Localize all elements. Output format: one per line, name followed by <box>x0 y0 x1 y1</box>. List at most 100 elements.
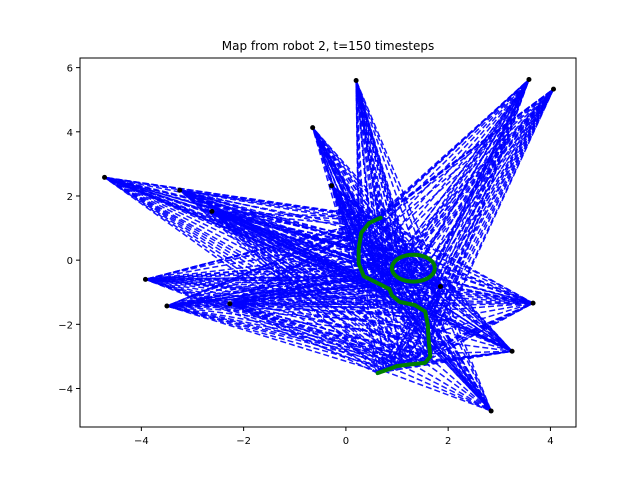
landmark-point <box>551 86 557 92</box>
landmark-line <box>400 364 492 412</box>
landmark-line <box>330 185 360 262</box>
landmark-lines <box>104 78 555 412</box>
landmark-line <box>425 88 555 319</box>
trajectory-path <box>356 215 433 376</box>
landmark-line <box>434 269 513 352</box>
landmark-line <box>166 217 381 307</box>
y-tick-label: −4 <box>58 384 73 395</box>
landmark-line <box>229 303 394 369</box>
y-tick-label: 2 <box>67 192 73 203</box>
landmark-point <box>530 300 536 306</box>
landmark-point <box>310 125 316 131</box>
y-tick-label: −2 <box>58 320 73 331</box>
landmark-line <box>396 88 555 261</box>
landmark-line <box>145 278 385 372</box>
landmark-line <box>166 288 390 307</box>
landmark-point <box>209 208 215 214</box>
landmark-line <box>420 88 555 282</box>
landmark-line <box>362 88 555 275</box>
landmark-line <box>358 78 530 247</box>
landmark-line <box>104 176 400 303</box>
landmark-line <box>312 127 404 257</box>
landmark-line <box>396 286 442 367</box>
landmark-line <box>421 88 555 310</box>
x-tick-label: −2 <box>236 436 251 447</box>
landmark-line <box>358 253 492 412</box>
landmark-line <box>179 189 378 220</box>
landmark-line <box>311 127 391 369</box>
landmark-line <box>434 79 530 269</box>
landmark-line <box>355 80 433 276</box>
landmark-line <box>312 127 435 265</box>
y-tick-label: 6 <box>67 64 73 75</box>
landmark-line <box>179 189 381 219</box>
y-tick-label: 0 <box>67 256 73 267</box>
landmark-line <box>426 257 513 352</box>
landmark-line <box>145 228 364 281</box>
landmark-line <box>379 217 513 352</box>
landmark-line <box>378 282 441 288</box>
landmark-line <box>391 88 555 272</box>
landmark-line <box>420 254 534 304</box>
landmark-line <box>371 88 555 281</box>
landmark-line <box>229 237 361 305</box>
landmark-line <box>428 356 492 412</box>
landmark-line <box>229 258 431 305</box>
chart-title: Map from robot 2, t=150 timesteps <box>222 39 434 53</box>
trajectory-loop <box>389 252 437 284</box>
landmark-line <box>166 305 428 361</box>
landmark-line <box>394 260 513 352</box>
landmark-point <box>164 303 170 309</box>
landmark-line <box>355 80 382 219</box>
landmark-line <box>166 305 408 366</box>
landmark-line <box>396 285 441 301</box>
landmark-line <box>355 80 372 223</box>
landmark-line <box>229 303 431 358</box>
landmark-line <box>409 254 513 352</box>
landmark-line <box>145 278 430 347</box>
landmark-line <box>387 286 442 370</box>
landmark-line <box>391 367 492 412</box>
landmark-line <box>355 80 418 282</box>
landmark-line <box>166 245 360 307</box>
landmark-line <box>145 257 400 281</box>
landmark-line <box>355 80 401 279</box>
landmark-line <box>211 210 393 297</box>
landmark-line <box>406 79 530 304</box>
landmark-line <box>406 285 441 305</box>
landmark-line <box>425 302 534 313</box>
landmark-line <box>383 370 492 412</box>
landmark-line <box>391 285 441 296</box>
landmark-point <box>437 283 443 289</box>
landmark-line <box>211 210 431 355</box>
landmark-line <box>211 210 418 365</box>
landmark-line <box>379 78 530 219</box>
landmark-line <box>376 281 534 304</box>
landmark-line <box>355 80 365 230</box>
landmark-line <box>426 277 441 288</box>
landmark-line <box>424 286 442 314</box>
landmark-line <box>417 285 442 308</box>
landmark-line <box>330 185 360 250</box>
landmark-line <box>179 189 377 284</box>
landmark-line <box>406 79 530 365</box>
landmark-line <box>104 176 414 256</box>
x-tick-label: 2 <box>445 436 451 447</box>
landmark-line <box>359 242 534 304</box>
landmark-line <box>358 264 492 412</box>
y-axis: −4 −2 0 2 4 6 <box>58 64 80 395</box>
landmark-line <box>355 80 393 269</box>
landmark-line <box>104 176 431 358</box>
landmark-line <box>166 305 381 373</box>
x-tick-label: −4 <box>134 436 149 447</box>
landmark-line <box>402 255 534 304</box>
landmark-line <box>360 79 530 271</box>
landmark-line <box>369 222 492 412</box>
landmark-line <box>330 185 407 366</box>
landmark-line <box>166 305 389 370</box>
landmark-line <box>368 222 534 304</box>
landmark-line <box>355 80 380 219</box>
landmark-line <box>376 88 555 374</box>
landmark-line <box>330 185 380 373</box>
landmark-line <box>379 217 534 304</box>
